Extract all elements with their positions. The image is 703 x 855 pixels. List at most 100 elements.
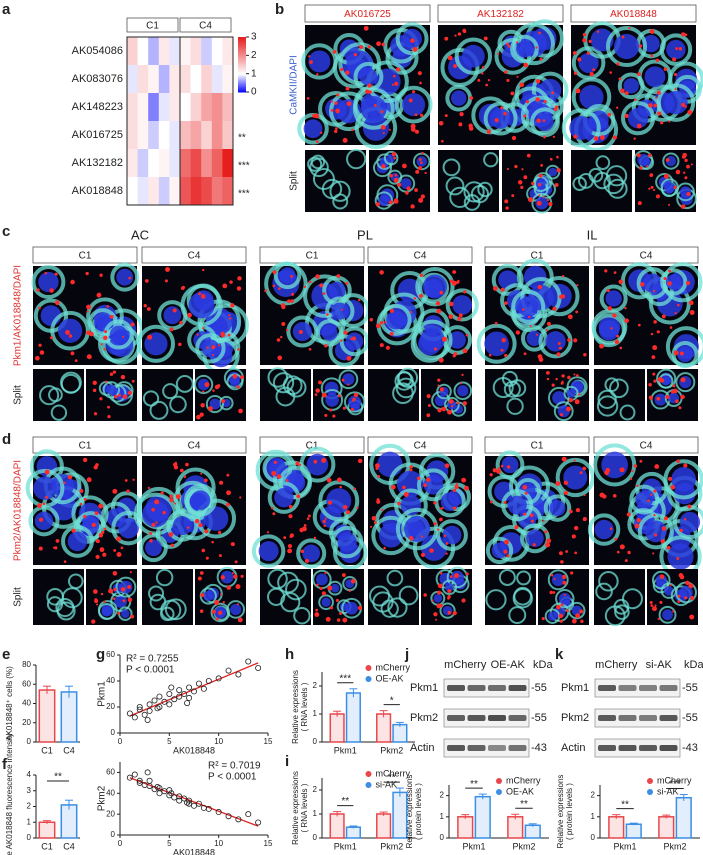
- nucleus: [635, 490, 654, 509]
- puncta: [37, 503, 42, 508]
- cell: [318, 480, 360, 522]
- puncta: [459, 382, 462, 385]
- puncta: [421, 151, 424, 155]
- cell: [330, 525, 364, 559]
- colorbar-step: [238, 50, 246, 53]
- puncta: [536, 200, 542, 206]
- nucleus: [345, 332, 364, 351]
- nucleus: [38, 271, 59, 293]
- puncta: [418, 158, 422, 161]
- puncta: [517, 180, 523, 185]
- puncta: [199, 571, 204, 575]
- puncta: [342, 617, 348, 623]
- puncta: [437, 590, 442, 595]
- puncta: [102, 552, 107, 557]
- puncta: [461, 373, 464, 377]
- puncta: [335, 108, 340, 114]
- puncta: [684, 105, 687, 109]
- cell: [622, 588, 643, 610]
- puncta: [336, 618, 341, 622]
- nucleus: [547, 611, 558, 621]
- puncta: [68, 334, 73, 338]
- puncta: [687, 109, 693, 115]
- puncta: [122, 394, 128, 400]
- legend-marker: [496, 778, 502, 784]
- puncta: [222, 283, 228, 289]
- cell: [454, 37, 493, 75]
- puncta: [515, 330, 520, 335]
- cell: [155, 568, 174, 587]
- puncta: [335, 598, 339, 602]
- puncta: [448, 314, 454, 319]
- side-label: CaMKII/DAPI: [289, 55, 300, 114]
- puncta: [49, 288, 54, 293]
- puncta: [555, 105, 558, 109]
- puncta: [686, 192, 691, 196]
- puncta: [653, 489, 657, 493]
- cell: [587, 513, 621, 546]
- puncta: [99, 397, 103, 401]
- puncta: [385, 345, 390, 350]
- puncta: [315, 388, 320, 393]
- puncta: [676, 459, 680, 463]
- panel-letter: a: [2, 1, 11, 18]
- side-label: Pkm2: [97, 785, 108, 811]
- puncta: [412, 46, 418, 52]
- row-label: AK054086: [72, 45, 123, 57]
- puncta: [70, 351, 75, 356]
- bar: [608, 816, 625, 839]
- nucleus: [203, 590, 214, 602]
- puncta: [457, 32, 462, 36]
- cell: [162, 383, 179, 400]
- cell: [344, 391, 366, 413]
- cell: [296, 538, 327, 569]
- cell: [671, 340, 699, 368]
- puncta: [368, 90, 372, 94]
- side-label: Split: [289, 171, 300, 191]
- puncta: [569, 509, 573, 514]
- x-tick-label: 0: [118, 839, 123, 848]
- point: [225, 667, 232, 674]
- cell: [663, 459, 703, 500]
- y-tick-label: 0: [111, 830, 116, 839]
- cell: [387, 597, 408, 618]
- nucleus: [142, 500, 169, 528]
- puncta: [383, 546, 386, 550]
- puncta: [630, 477, 633, 480]
- puncta: [306, 517, 310, 521]
- nucleus: [643, 273, 663, 293]
- nucleus: [433, 593, 443, 603]
- colorbar-step: [238, 54, 246, 57]
- nucleus: [172, 516, 192, 536]
- puncta: [86, 477, 92, 483]
- side-label: Relative expressions: [291, 670, 300, 744]
- heat-cell: [222, 177, 234, 206]
- row-label: AK132182: [72, 157, 123, 169]
- colorbar-label: 2: [251, 50, 257, 61]
- puncta: [523, 352, 527, 356]
- puncta: [112, 597, 116, 600]
- point: [146, 707, 153, 714]
- puncta: [351, 128, 354, 132]
- puncta: [346, 101, 352, 107]
- puncta: [656, 330, 660, 334]
- y-tick-label: 60: [22, 679, 31, 688]
- puncta: [483, 36, 488, 41]
- nucleus: [116, 268, 134, 286]
- nucleus: [623, 78, 639, 94]
- puncta: [95, 554, 100, 560]
- puncta: [393, 156, 397, 160]
- puncta: [650, 185, 654, 189]
- mw-label: -55: [682, 682, 698, 694]
- puncta: [283, 536, 287, 540]
- puncta: [173, 465, 179, 470]
- cell: [412, 319, 453, 360]
- puncta: [563, 490, 568, 495]
- puncta: [418, 293, 423, 298]
- cell: [277, 571, 299, 594]
- heat-cell: [127, 37, 138, 66]
- colorbar-step: [238, 53, 246, 56]
- puncta: [393, 74, 396, 78]
- point: [195, 680, 202, 687]
- cell: [307, 156, 323, 172]
